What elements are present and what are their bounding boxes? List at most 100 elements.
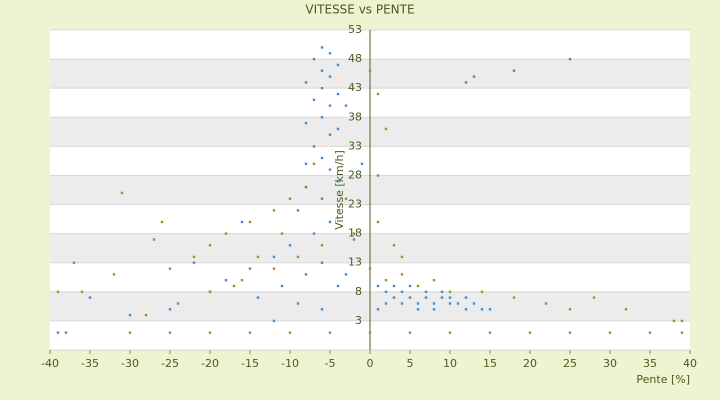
- point: [368, 267, 372, 270]
- x-tick-label: 0: [367, 357, 374, 370]
- point: [480, 308, 484, 311]
- y-tick-label: 13: [348, 256, 362, 269]
- x-tick-label: -15: [241, 357, 259, 370]
- point: [448, 302, 452, 305]
- point: [328, 168, 332, 171]
- point: [320, 46, 324, 49]
- point: [480, 290, 484, 294]
- point: [680, 331, 684, 334]
- point: [240, 278, 244, 282]
- point: [384, 278, 388, 282]
- point: [288, 244, 292, 247]
- point: [224, 232, 228, 235]
- x-axis-label: Pente [%]: [636, 373, 690, 386]
- point: [432, 308, 436, 311]
- point: [392, 284, 396, 288]
- point: [384, 127, 388, 131]
- point: [344, 104, 348, 107]
- x-tick-label: 10: [443, 357, 457, 370]
- point: [376, 284, 380, 288]
- point: [336, 284, 340, 288]
- point: [336, 127, 340, 131]
- x-tick-label: 30: [603, 357, 617, 370]
- point: [168, 267, 172, 270]
- point: [424, 296, 428, 299]
- x-tick-label: 20: [523, 357, 537, 370]
- point: [424, 290, 428, 294]
- point: [312, 98, 316, 102]
- point: [408, 296, 412, 299]
- point: [256, 296, 260, 299]
- point: [592, 296, 596, 299]
- point: [112, 273, 116, 276]
- point: [144, 313, 148, 317]
- point: [192, 255, 196, 259]
- point: [544, 302, 548, 305]
- point: [320, 156, 324, 160]
- point: [304, 81, 308, 84]
- point: [272, 209, 276, 212]
- point: [248, 267, 252, 270]
- point: [368, 331, 372, 334]
- x-tick-label: 35: [643, 357, 657, 370]
- point: [304, 185, 308, 189]
- point: [568, 57, 572, 61]
- point: [320, 308, 324, 311]
- point: [328, 220, 332, 224]
- point: [408, 284, 412, 288]
- point: [376, 220, 380, 224]
- point: [360, 162, 364, 166]
- point: [568, 308, 572, 311]
- point: [608, 331, 612, 334]
- point: [328, 104, 332, 107]
- point: [168, 308, 172, 311]
- point: [312, 232, 316, 235]
- point: [384, 290, 388, 294]
- point: [464, 296, 468, 299]
- point: [352, 232, 356, 235]
- point: [472, 75, 476, 78]
- point: [344, 197, 348, 200]
- point: [448, 331, 452, 334]
- y-tick-label: 23: [348, 198, 362, 211]
- x-tick-label: 15: [483, 357, 497, 370]
- point: [440, 290, 444, 294]
- point: [456, 302, 460, 305]
- point: [256, 255, 260, 259]
- point: [152, 238, 156, 241]
- y-tick-label: 48: [348, 52, 362, 65]
- point: [336, 180, 340, 183]
- point: [88, 296, 92, 299]
- point: [344, 273, 348, 276]
- point: [400, 255, 404, 259]
- point: [232, 284, 236, 288]
- point: [296, 255, 300, 259]
- point: [320, 197, 324, 200]
- y-tick-label: 28: [348, 168, 362, 181]
- x-tick-label: 5: [407, 357, 414, 370]
- point: [328, 331, 332, 334]
- point: [376, 92, 380, 96]
- point: [392, 296, 396, 299]
- x-tick-label: 40: [683, 357, 697, 370]
- point: [304, 121, 308, 125]
- y-tick-label: 43: [348, 81, 362, 94]
- point: [528, 331, 532, 334]
- point: [512, 296, 516, 299]
- point: [304, 162, 308, 166]
- point: [288, 331, 292, 334]
- point: [464, 308, 468, 311]
- point: [448, 296, 452, 299]
- chart-title: VITESSE vs PENTE: [305, 3, 414, 17]
- point: [208, 331, 212, 334]
- point: [56, 331, 60, 334]
- x-tick-label: -35: [81, 357, 99, 370]
- point: [120, 191, 124, 195]
- point: [368, 69, 372, 72]
- x-tick-label: -5: [325, 357, 336, 370]
- point: [376, 174, 380, 177]
- y-axis-label: Vitesse [km/h]: [333, 150, 346, 230]
- point: [672, 319, 676, 323]
- point: [312, 162, 316, 166]
- point: [624, 308, 628, 311]
